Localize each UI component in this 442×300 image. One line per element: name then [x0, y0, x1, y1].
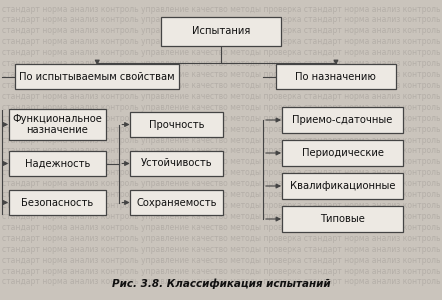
Text: анализ контроль управление качество методы проверка стандарт норма анализ контро: анализ контроль управление качество мето… — [0, 212, 442, 221]
Text: Устойчивость: Устойчивость — [141, 158, 213, 169]
Text: Сохраняемость: Сохраняемость — [137, 197, 217, 208]
Text: анализ контроль управление качество методы проверка стандарт норма анализ контро: анализ контроль управление качество мето… — [0, 256, 442, 265]
Text: анализ контроль управление качество методы проверка стандарт норма анализ контро: анализ контроль управление качество мето… — [0, 26, 442, 35]
Text: Типовые: Типовые — [320, 214, 365, 224]
Text: анализ контроль управление качество методы проверка стандарт норма анализ контро: анализ контроль управление качество мето… — [0, 136, 442, 145]
FancyBboxPatch shape — [9, 109, 106, 140]
Text: анализ контроль управление качество методы проверка стандарт норма анализ контро: анализ контроль управление качество мето… — [0, 81, 442, 90]
Text: По испытываемым свойствам: По испытываемым свойствам — [19, 71, 175, 82]
FancyBboxPatch shape — [161, 17, 281, 46]
Text: Функциональное
назначение: Функциональное назначение — [12, 114, 103, 135]
FancyBboxPatch shape — [276, 64, 396, 89]
Text: анализ контроль управление качество методы проверка стандарт норма анализ контро: анализ контроль управление качество мето… — [0, 103, 442, 112]
FancyBboxPatch shape — [282, 140, 404, 166]
Text: анализ контроль управление качество методы проверка стандарт норма анализ контро: анализ контроль управление качество мето… — [0, 190, 442, 199]
Text: анализ контроль управление качество методы проверка стандарт норма анализ контро: анализ контроль управление качество мето… — [0, 4, 442, 14]
Text: анализ контроль управление качество методы проверка стандарт норма анализ контро: анализ контроль управление качество мето… — [0, 114, 442, 123]
FancyBboxPatch shape — [282, 206, 404, 232]
Text: По назначению: По назначению — [296, 71, 376, 82]
Text: анализ контроль управление качество методы проверка стандарт норма анализ контро: анализ контроль управление качество мето… — [0, 158, 442, 166]
Text: Периодические: Периодические — [301, 148, 384, 158]
Text: анализ контроль управление качество методы проверка стандарт норма анализ контро: анализ контроль управление качество мето… — [0, 201, 442, 210]
Text: анализ контроль управление качество методы проверка стандарт норма анализ контро: анализ контроль управление качество мето… — [0, 234, 442, 243]
Text: анализ контроль управление качество методы проверка стандарт норма анализ контро: анализ контроль управление качество мето… — [0, 267, 442, 276]
Text: анализ контроль управление качество методы проверка стандарт норма анализ контро: анализ контроль управление качество мето… — [0, 70, 442, 79]
Text: анализ контроль управление качество методы проверка стандарт норма анализ контро: анализ контроль управление качество мето… — [0, 37, 442, 46]
Text: Прочность: Прочность — [149, 119, 205, 130]
Text: Приемо-сдаточные: Приемо-сдаточные — [292, 115, 393, 125]
Text: анализ контроль управление качество методы проверка стандарт норма анализ контро: анализ контроль управление качество мето… — [0, 223, 442, 232]
Text: Испытания: Испытания — [192, 26, 250, 37]
Text: анализ контроль управление качество методы проверка стандарт норма анализ контро: анализ контроль управление качество мето… — [0, 179, 442, 188]
FancyBboxPatch shape — [9, 190, 106, 215]
FancyBboxPatch shape — [282, 107, 404, 133]
Text: анализ контроль управление качество методы проверка стандарт норма анализ контро: анализ контроль управление качество мето… — [0, 48, 442, 57]
Text: Надежность: Надежность — [25, 158, 90, 169]
FancyBboxPatch shape — [130, 151, 223, 176]
Text: анализ контроль управление качество методы проверка стандарт норма анализ контро: анализ контроль управление качество мето… — [0, 15, 442, 24]
FancyBboxPatch shape — [282, 173, 404, 199]
FancyBboxPatch shape — [130, 112, 223, 137]
Text: анализ контроль управление качество методы проверка стандарт норма анализ контро: анализ контроль управление качество мето… — [0, 124, 442, 134]
FancyBboxPatch shape — [15, 64, 179, 89]
Text: анализ контроль управление качество методы проверка стандарт норма анализ контро: анализ контроль управление качество мето… — [0, 59, 442, 68]
FancyBboxPatch shape — [130, 190, 223, 215]
Text: Квалификационные: Квалификационные — [290, 181, 395, 191]
Text: анализ контроль управление качество методы проверка стандарт норма анализ контро: анализ контроль управление качество мето… — [0, 146, 442, 155]
Text: Рис. 3.8. Классификация испытаний: Рис. 3.8. Классификация испытаний — [112, 278, 330, 289]
Text: анализ контроль управление качество методы проверка стандарт норма анализ контро: анализ контроль управление качество мето… — [0, 245, 442, 254]
Text: Безопасность: Безопасность — [21, 197, 94, 208]
FancyBboxPatch shape — [9, 151, 106, 176]
Text: анализ контроль управление качество методы проверка стандарт норма анализ контро: анализ контроль управление качество мето… — [0, 168, 442, 177]
Text: анализ контроль управление качество методы проверка стандарт норма анализ контро: анализ контроль управление качество мето… — [0, 278, 442, 286]
Text: анализ контроль управление качество методы проверка стандарт норма анализ контро: анализ контроль управление качество мето… — [0, 92, 442, 101]
